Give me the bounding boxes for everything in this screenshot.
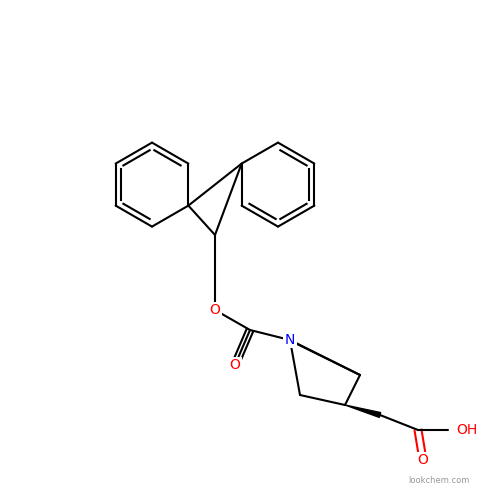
Text: lookchem.com: lookchem.com	[408, 476, 470, 485]
Text: N: N	[285, 333, 295, 347]
Polygon shape	[345, 405, 380, 417]
Text: O: O	[230, 358, 240, 372]
Text: O: O	[210, 303, 220, 317]
Text: OH: OH	[456, 423, 477, 437]
Text: O: O	[418, 453, 428, 467]
